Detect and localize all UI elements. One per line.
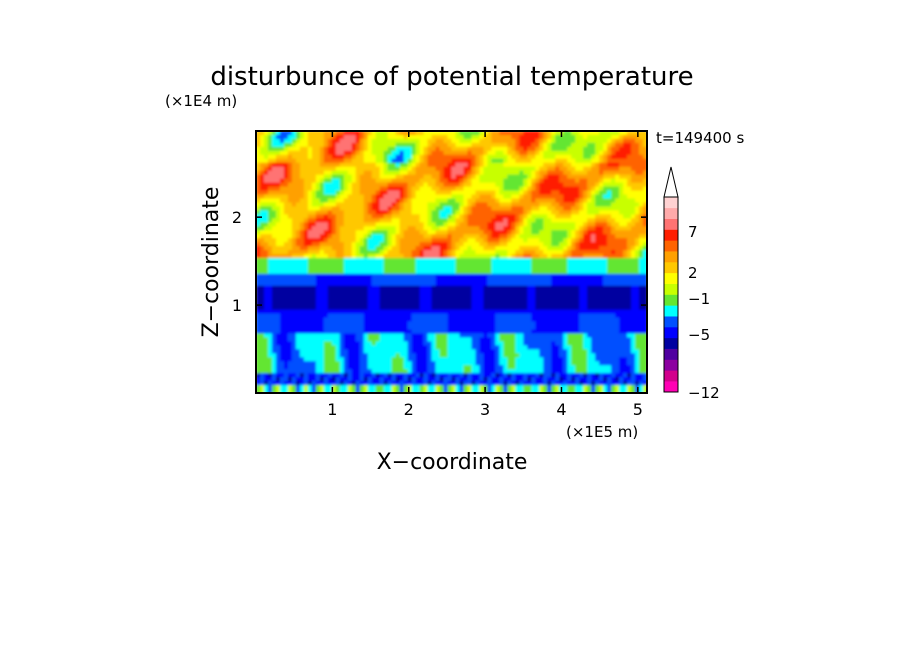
- colorbar-swatch: [664, 381, 678, 393]
- colorbar-swatch: [664, 207, 678, 219]
- colorbar-swatch: [664, 262, 678, 274]
- colorbar-label: 7: [688, 223, 698, 241]
- colorbar-swatch: [664, 229, 678, 241]
- colorbar-swatch: [664, 348, 678, 360]
- x-tick-label: 1: [327, 400, 337, 419]
- colorbar-swatch: [664, 370, 678, 382]
- colorbar-extend-arrow: [663, 166, 679, 198]
- colorbar-frame: [663, 196, 679, 393]
- colorbar-swatch: [664, 316, 678, 328]
- colorbar-swatch: [664, 305, 678, 317]
- colorbar-swatch: [664, 283, 678, 295]
- x-tick-label: 3: [480, 400, 490, 419]
- x-axis: 1 2 3 4 5: [327, 131, 643, 419]
- y-unit-label: (×1E4 m): [165, 92, 237, 110]
- colorbar-label: 2: [688, 264, 698, 282]
- colorbar-swatch: [664, 294, 678, 306]
- colorbar-label: −1: [688, 290, 710, 308]
- heatmap-field: [256, 131, 647, 393]
- colorbar-swatch: [664, 197, 678, 209]
- x-tick-label: 5: [633, 400, 643, 419]
- colorbar: 7 2 −1 −5 −12: [663, 166, 720, 402]
- y-axis-label: Z−coordinate: [199, 187, 224, 338]
- x-tick-label: 4: [556, 400, 566, 419]
- chart-title: disturbunce of potential temperature: [210, 62, 693, 92]
- colorbar-swatch: [664, 327, 678, 339]
- colorbar-swatch: [664, 251, 678, 263]
- plot-frame: [255, 130, 648, 394]
- x-axis-label: X−coordinate: [377, 450, 528, 475]
- colorbar-swatch: [664, 240, 678, 252]
- y-tick-label: 2: [232, 208, 242, 227]
- time-label: t=149400 s: [656, 129, 744, 147]
- y-axis: 12: [232, 208, 647, 315]
- y-tick-label: 1: [232, 296, 242, 315]
- colorbar-swatch: [664, 359, 678, 371]
- x-unit-label: (×1E5 m): [566, 423, 638, 441]
- colorbar-swatch: [664, 218, 678, 230]
- x-tick-label: 2: [404, 400, 414, 419]
- colorbar-label: −12: [688, 384, 720, 402]
- colorbar-label: −5: [688, 326, 710, 344]
- colorbar-swatch: [664, 272, 678, 284]
- colorbar-swatch: [664, 337, 678, 349]
